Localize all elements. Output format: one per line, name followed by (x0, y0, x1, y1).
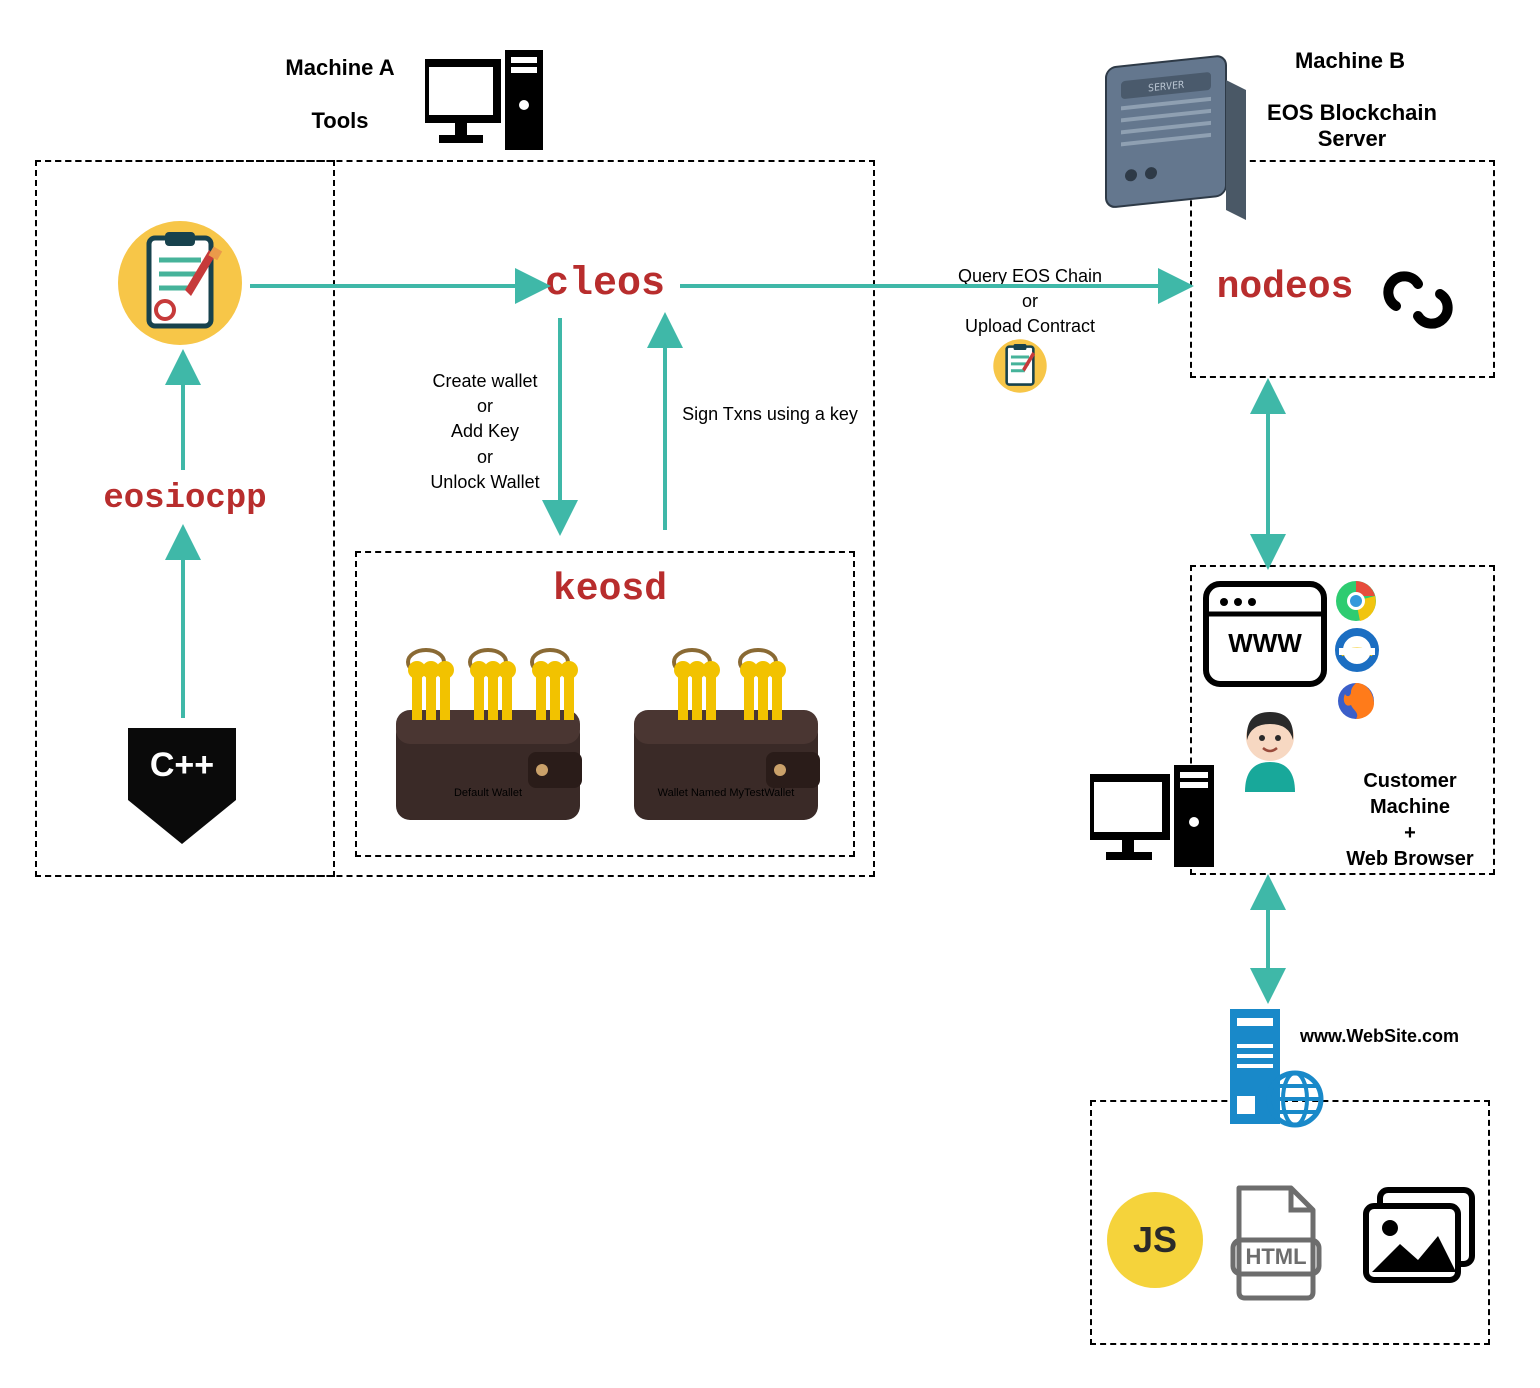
picture-icon (1360, 1186, 1478, 1295)
server-icon: SERVER (1086, 30, 1261, 235)
query-label: Query EOS Chain or Upload Contract (915, 264, 1145, 340)
contract-clipboard-icon (115, 218, 245, 353)
machine-a-subtitle: Tools (230, 108, 450, 134)
customer-title-2: Machine (1330, 796, 1490, 819)
user-avatar-icon (1235, 702, 1305, 802)
small-contract-icon (992, 338, 1048, 399)
chain-link-icon (1378, 260, 1458, 345)
customer-title-3: + (1330, 822, 1490, 845)
website-label: www.WebSite.com (1300, 1026, 1500, 1047)
svg-text:Wallet Named MyTestWallet: Wallet Named MyTestWallet (658, 787, 795, 799)
svg-text:HTML: HTML (1245, 1244, 1306, 1269)
desktop-icon (425, 45, 550, 170)
svg-text:Default Wallet: Default Wallet (454, 787, 522, 799)
chrome-icon (1335, 580, 1377, 627)
machine-b-title: Machine B (1250, 48, 1450, 74)
customer-title-1: Customer (1330, 770, 1490, 793)
browser-window-icon: WWW (1200, 578, 1330, 698)
html-file-icon: HTML (1225, 1182, 1325, 1307)
nodeos-label: nodeos (1195, 266, 1375, 309)
ie-icon (1335, 628, 1379, 677)
machine-b-subtitle: EOS Blockchain Server (1232, 100, 1472, 152)
svg-text:JS: JS (1133, 1219, 1177, 1260)
svg-text:C++: C++ (150, 746, 214, 784)
wallet-ops-label: Create wallet or Add Key or Unlock Walle… (380, 369, 590, 495)
sign-label: Sign Txns using a key (670, 402, 870, 427)
cpp-file-icon: C++ (120, 720, 245, 855)
svg-text:WWW: WWW (1228, 628, 1302, 658)
web-server-icon (1225, 1004, 1325, 1134)
named-wallet-icon: Wallet Named MyTestWallet (616, 626, 836, 841)
machine-a-title: Machine A (230, 55, 450, 81)
default-wallet-icon: Default Wallet (378, 626, 598, 841)
eosiocpp-label: eosiocpp (60, 480, 310, 518)
firefox-icon (1335, 680, 1377, 727)
js-icon: JS (1105, 1190, 1205, 1295)
cleos-label: cleos (505, 262, 705, 307)
customer-desktop-icon (1090, 760, 1220, 885)
keosd-label: keosd (510, 568, 710, 611)
customer-title-4: Web Browser (1330, 848, 1490, 871)
